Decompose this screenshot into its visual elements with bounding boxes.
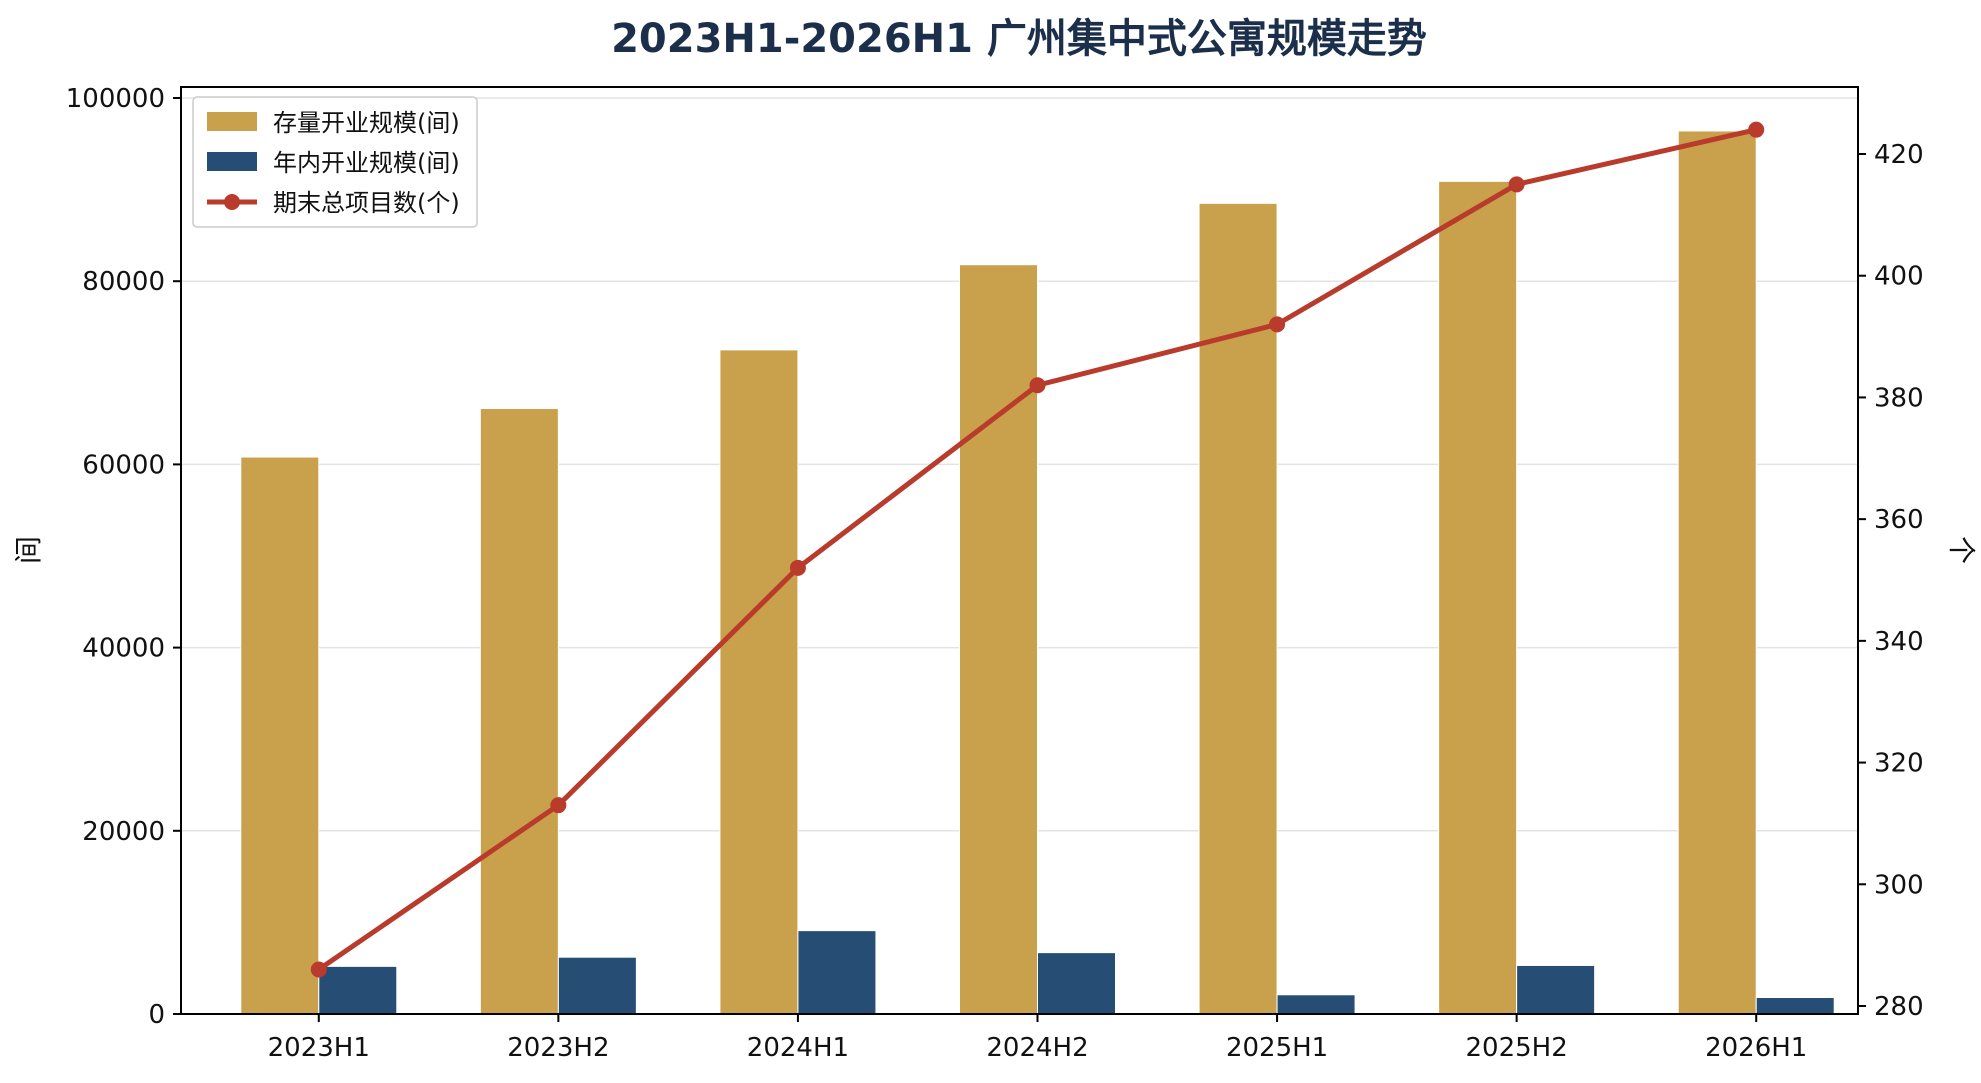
legend-box: [192, 96, 478, 228]
x-tick-label: 2026H1: [1705, 1033, 1807, 1063]
legend-swatch-marker: [224, 194, 240, 210]
project-count-point-2025H2: [1508, 176, 1525, 193]
y2-tick-label: 420: [1874, 140, 1924, 170]
bar-annual-2023H2: [557, 956, 637, 1015]
project-count-point-2023H1: [310, 961, 327, 978]
bar-stock-2023H2: [479, 408, 559, 1015]
y-tick-label: 40000: [82, 634, 165, 664]
x-tick-label: 2025H2: [1466, 1033, 1568, 1063]
bar-stock-2025H2: [1438, 180, 1518, 1015]
project-count-point-2024H1: [789, 559, 806, 576]
bars: [240, 130, 1835, 1015]
plot-frame: [180, 86, 1859, 1015]
project-count-point-2023H2: [550, 797, 567, 814]
y2-tick-label: 340: [1874, 627, 1924, 657]
bar-stock-2024H1: [719, 349, 799, 1015]
axes: 0 20000 40000 60000 80000 100000 280 300 320 340 3…: [66, 84, 1924, 1063]
legend-swatch: [207, 152, 257, 171]
legend-label: 期末总项目数(个): [273, 189, 460, 217]
bar-annual-2023H1: [318, 965, 398, 1015]
y2-tick-label: 360: [1874, 505, 1924, 535]
bar-annual-2025H2: [1516, 964, 1596, 1015]
y2-tick-label: 320: [1874, 749, 1924, 779]
legend-label: 存量开业规模(间): [273, 109, 460, 137]
line-series: [310, 121, 1765, 978]
x-tick-label: 2025H1: [1226, 1033, 1328, 1063]
y2-tick-label: 280: [1874, 992, 1924, 1022]
y2-tick-label: 380: [1874, 383, 1924, 413]
project-count-point-2025H1: [1269, 316, 1286, 333]
y2-axis-title: 个: [1945, 536, 1978, 564]
x-tick-label: 2023H1: [268, 1033, 370, 1063]
legend: 存量开业规模(间) 年内开业规模(间) 期末总项目数(个): [192, 96, 478, 228]
bar-annual-2026H1: [1755, 997, 1835, 1015]
y-tick-label: 0: [148, 1000, 165, 1030]
bar-stock-2026H1: [1677, 130, 1757, 1015]
legend-label: 年内开业规模(间): [273, 149, 460, 177]
y-tick-label: 80000: [82, 267, 165, 297]
project-count-point-2026H1: [1748, 121, 1765, 138]
bar-stock-2024H2: [959, 264, 1038, 1015]
chart-title: 2023H1-2026H1 广州集中式公寓规模走势: [611, 16, 1427, 62]
bar-annual-2025H1: [1276, 994, 1356, 1015]
y-axis-title: 间: [12, 536, 45, 564]
y2-tick-label: 400: [1874, 262, 1924, 292]
legend-swatch: [207, 112, 257, 131]
y-tick-label: 60000: [82, 450, 165, 480]
bar-stock-2023H1: [240, 456, 320, 1015]
x-tick-label: 2023H2: [507, 1033, 609, 1063]
y-tick-label: 20000: [82, 817, 165, 847]
y2-tick-label: 300: [1874, 870, 1924, 900]
x-tick-label: 2024H1: [747, 1033, 849, 1063]
y-tick-label: 100000: [66, 84, 165, 114]
bar-annual-2024H1: [797, 930, 877, 1015]
x-tick-label: 2024H2: [986, 1033, 1088, 1063]
bar-annual-2024H2: [1037, 952, 1116, 1015]
project-count-point-2024H2: [1029, 377, 1046, 394]
